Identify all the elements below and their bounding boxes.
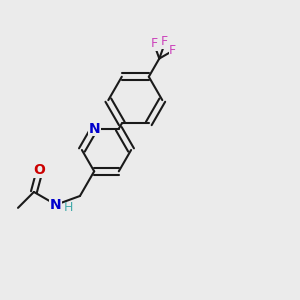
Text: F: F	[161, 35, 168, 48]
Text: N: N	[50, 198, 62, 212]
Text: F: F	[150, 38, 158, 50]
Text: F: F	[169, 44, 176, 57]
Text: H: H	[63, 201, 73, 214]
Text: O: O	[33, 163, 45, 177]
Text: N: N	[88, 122, 100, 136]
